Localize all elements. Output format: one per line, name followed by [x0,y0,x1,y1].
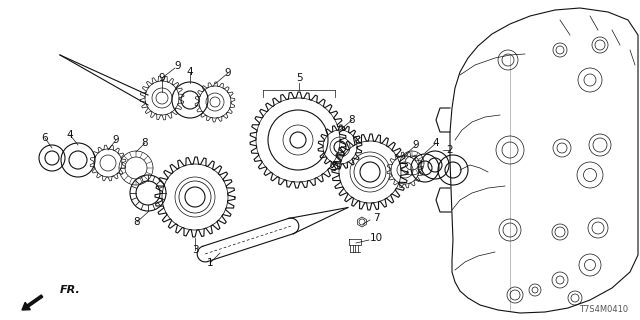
Text: 6: 6 [42,133,48,143]
Text: 10: 10 [369,233,383,243]
Text: 8: 8 [349,115,355,125]
Polygon shape [358,217,366,227]
Text: T7S4M0410: T7S4M0410 [579,306,628,315]
Text: 9: 9 [175,61,181,71]
Text: 8: 8 [141,138,148,148]
Text: 8: 8 [134,217,140,227]
Text: 4: 4 [433,138,439,148]
Text: 4: 4 [67,130,74,140]
Text: 3: 3 [192,245,198,255]
Text: 9: 9 [113,135,119,145]
Text: 7: 7 [372,213,380,223]
Polygon shape [349,239,361,245]
Text: 9: 9 [413,140,419,150]
Text: 4: 4 [187,67,193,77]
Text: 9: 9 [159,73,165,83]
Text: FR.: FR. [60,285,81,295]
FancyArrow shape [22,295,43,310]
Polygon shape [450,8,638,313]
Text: 9: 9 [225,68,231,78]
Text: 1: 1 [207,258,213,268]
Text: 2: 2 [447,145,453,155]
Text: 5: 5 [296,73,302,83]
